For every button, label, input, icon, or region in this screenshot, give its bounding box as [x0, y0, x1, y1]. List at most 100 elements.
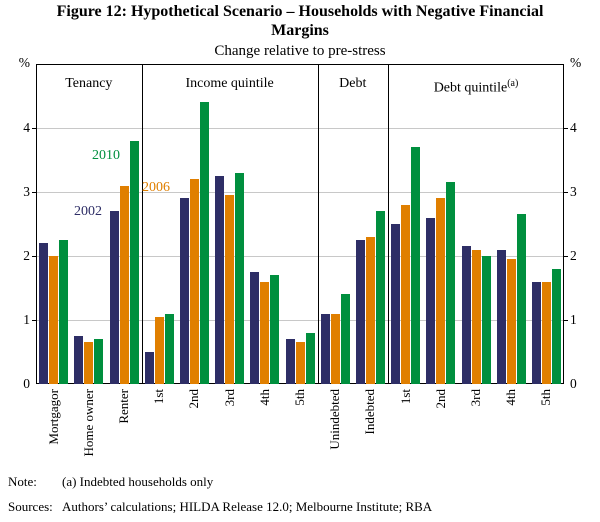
- panel-title: Income quintile: [185, 76, 274, 91]
- bar-2002-3rd: [215, 176, 225, 384]
- x-axis-label-2nd: 2nd: [186, 389, 202, 409]
- bar-2006-3rd: [471, 249, 481, 384]
- bar-2006-5th: [295, 342, 305, 384]
- right-tick-4: [564, 128, 568, 129]
- bar-2002-4th: [250, 272, 260, 384]
- figure-title-line1: Figure 12: Hypothetical Scenario – House…: [56, 3, 544, 20]
- bar-2002-mortgagor: [39, 243, 49, 384]
- y-axis-label-left-4: 4: [23, 120, 30, 135]
- bar-2002-4th: [496, 249, 506, 384]
- x-axis-label-home-owner: Home owner: [80, 389, 96, 457]
- right-tick-1: [564, 320, 568, 321]
- y-axis-label-left-3: 3: [23, 184, 30, 199]
- legend-label-2006: 2006: [142, 180, 170, 195]
- x-axis-label-4th: 4th: [256, 389, 272, 406]
- bar-2006-2nd: [189, 179, 199, 384]
- bar-2006-1st: [401, 204, 411, 384]
- panel-separator-1: [141, 65, 143, 383]
- bar-2002-renter: [109, 211, 119, 384]
- x-axis-label-mortgagor: Mortgagor: [45, 389, 61, 445]
- note-text: (a) Indebted households only: [62, 474, 214, 489]
- panel-title: Debt quintile: [433, 80, 508, 96]
- panel-header-1: Income quintile: [142, 76, 318, 92]
- bar-2006-home-owner: [84, 342, 94, 384]
- bar-2010-3rd: [235, 172, 245, 384]
- bar-2006-5th: [541, 281, 551, 384]
- x-axis-label-4th: 4th: [503, 389, 519, 406]
- gridline-1: [37, 320, 563, 321]
- bar-2002-2nd: [179, 198, 189, 384]
- bar-2002-1st: [144, 352, 154, 384]
- left-tick-2: [32, 256, 36, 257]
- panel-separator-2: [317, 65, 319, 383]
- x-axis-label-renter: Renter: [116, 389, 131, 424]
- left-tick-3: [32, 192, 36, 193]
- x-axis-label-3rd: 3rd: [468, 389, 483, 407]
- bar-2006-renter: [119, 185, 129, 384]
- bar-2002-3rd: [461, 246, 471, 384]
- y-axis-label-right-3: 3: [570, 184, 577, 199]
- figure-title-line2: Margins: [271, 22, 329, 39]
- panel-header-2: Debt: [318, 76, 388, 92]
- right-tick-3: [564, 192, 568, 193]
- note-label: Note:: [8, 474, 37, 489]
- bar-2002-home-owner: [74, 336, 84, 384]
- y-axis-label-right-0: 0: [570, 376, 577, 391]
- bar-2010-2nd: [199, 102, 209, 384]
- x-axis-label-1st: 1st: [397, 389, 413, 405]
- bar-2010-2nd: [446, 182, 456, 384]
- legend-label-2010: 2010: [92, 148, 120, 163]
- x-axis-label-indebted: Indebted: [362, 389, 378, 435]
- sources-text: Authors’ calculations; HILDA Release 12.…: [62, 499, 433, 514]
- bar-2010-4th: [270, 275, 280, 384]
- bar-2010-unindebted: [340, 294, 350, 384]
- bar-2010-1st: [411, 147, 421, 384]
- left-tick-1: [32, 320, 36, 321]
- chart-subtitle: Change relative to pre-stress: [214, 43, 386, 59]
- bar-2006-1st: [154, 316, 164, 384]
- bar-2006-mortgagor: [49, 256, 59, 384]
- bar-2006-2nd: [436, 198, 446, 384]
- bar-2006-3rd: [225, 195, 235, 384]
- right-tick-2: [564, 256, 568, 257]
- bar-2010-1st: [164, 313, 174, 384]
- bar-2010-5th: [551, 268, 561, 384]
- sources-label: Sources:: [8, 499, 53, 514]
- bar-2010-indebted: [375, 211, 385, 384]
- x-axis-label-unindebted: Unindebted: [327, 389, 343, 450]
- bar-2010-home-owner: [94, 339, 104, 384]
- bar-2002-1st: [391, 224, 401, 384]
- gridline-2: [37, 256, 563, 257]
- gridline-4: [37, 128, 563, 129]
- panel-title: Debt: [339, 76, 367, 91]
- x-axis-label-2nd: 2nd: [432, 389, 448, 409]
- y-axis-label-left-1: 1: [23, 312, 30, 327]
- note-row: Note: (a) Indebted households only: [8, 474, 213, 489]
- y-axis-label-right-1: 1: [570, 312, 577, 327]
- y-axis-label-left-2: 2: [23, 248, 30, 263]
- x-axis-label-5th: 5th: [292, 389, 307, 406]
- y-axis-label-left-0: 0: [23, 376, 30, 391]
- bar-2002-indebted: [355, 240, 365, 384]
- y-axis-label-right-4: 4: [570, 120, 577, 135]
- bar-2002-5th: [285, 339, 295, 384]
- panel-title-superscript: (a): [507, 78, 519, 89]
- bar-2010-renter: [129, 140, 139, 384]
- panel-header-0: Tenancy: [36, 76, 142, 92]
- x-axis-label-5th: 5th: [538, 389, 554, 406]
- y-axis-unit-right: %: [570, 55, 582, 70]
- bar-2002-unindebted: [320, 313, 330, 384]
- legend-label-2002: 2002: [74, 204, 102, 219]
- bar-2010-5th: [305, 332, 315, 384]
- gridline-3: [37, 192, 563, 193]
- bar-2010-4th: [516, 214, 526, 384]
- bar-2006-4th: [260, 281, 270, 384]
- x-axis-label-3rd: 3rd: [221, 389, 237, 407]
- y-axis-label-right-2: 2: [570, 248, 577, 263]
- bar-2006-4th: [506, 259, 516, 384]
- panel-header-3: Debt quintile(a): [388, 76, 564, 97]
- bar-2002-5th: [531, 281, 541, 384]
- bar-2006-indebted: [365, 236, 375, 384]
- sources-row: Sources: Authors’ calculations; HILDA Re…: [8, 499, 432, 514]
